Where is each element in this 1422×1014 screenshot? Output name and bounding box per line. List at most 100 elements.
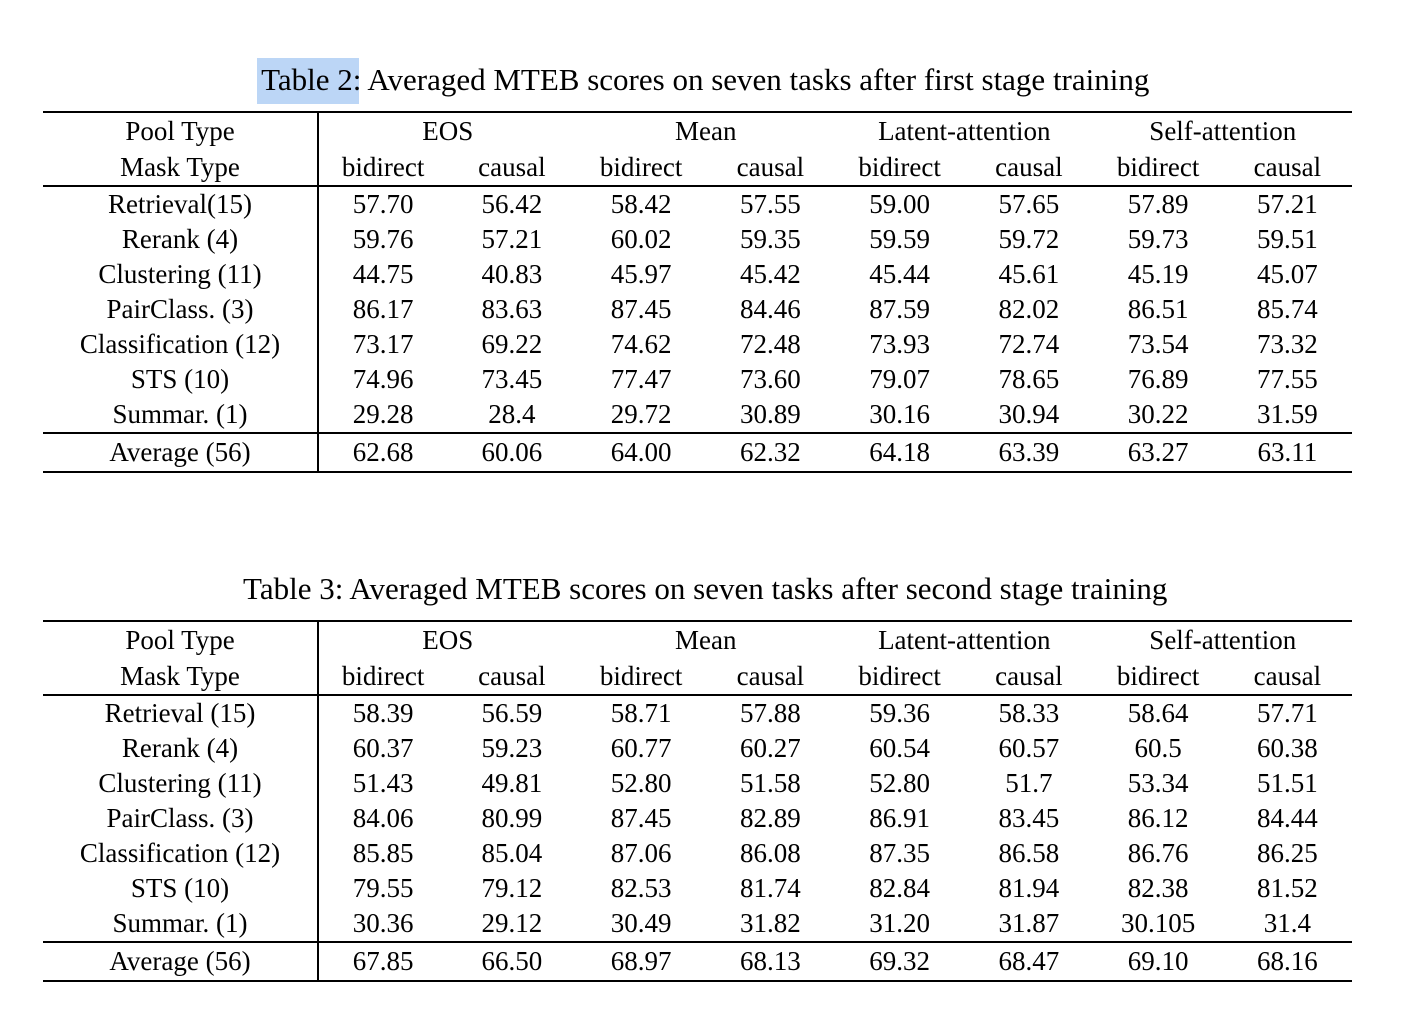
score-cell: 74.62 bbox=[610, 329, 672, 359]
score-cell: 57.71 bbox=[1257, 698, 1318, 728]
task-label: Rerank (4) bbox=[43, 731, 319, 766]
score-cell: 57.88 bbox=[740, 698, 801, 728]
score-cell: 30.16 bbox=[869, 399, 931, 429]
table-header: Pool Type EOS Mean Latent-attention Self-att… bbox=[43, 112, 1353, 187]
task-label: Average (56) bbox=[43, 941, 319, 981]
score-cell: 31.82 bbox=[740, 908, 801, 938]
mask-subcolumn-header: causal bbox=[447, 658, 577, 696]
score-cell: 60.54 bbox=[869, 733, 931, 763]
score-cell: 60.27 bbox=[740, 733, 801, 763]
task-row: Clustering (11) 51.43 49.81 52.80 51.58 52.80… bbox=[43, 766, 1352, 801]
task-label: Retrieval(15) bbox=[43, 186, 319, 222]
mask-subcolumn-header: causal bbox=[964, 149, 1094, 187]
mask-subcolumn-header: causal bbox=[1222, 149, 1353, 187]
score-cell: 57.65 bbox=[998, 189, 1060, 219]
task-label: Average (56) bbox=[43, 432, 319, 472]
score-cell: 78.65 bbox=[998, 364, 1060, 394]
mask-subcolumn-header: bidirect bbox=[318, 149, 448, 187]
score-cell: 66.50 bbox=[447, 941, 577, 981]
score-cell: 82.02 bbox=[998, 294, 1060, 324]
score-cell: 63.11 bbox=[1222, 432, 1353, 472]
score-cell: 60.06 bbox=[447, 432, 577, 472]
mask-type-header: Mask Type bbox=[43, 149, 319, 187]
score-cell: 74.96 bbox=[352, 364, 414, 394]
score-cell: 60.77 bbox=[610, 733, 672, 763]
score-cell: 59.72 bbox=[998, 224, 1060, 254]
score-cell: 59.51 bbox=[1257, 224, 1318, 254]
score-cell: 60.38 bbox=[1257, 733, 1318, 763]
table-3-caption-label: Table 3 bbox=[243, 571, 335, 606]
score-cell: 85.04 bbox=[481, 838, 543, 868]
score-cell: 68.16 bbox=[1222, 941, 1353, 981]
score-cell: 30.105 bbox=[1121, 908, 1196, 938]
task-row: Rerank (4) 60.37 59.23 60.77 60.27 60.54 60.57… bbox=[43, 731, 1352, 766]
average-row: Average (56) 67.85 66.50 68.97 68.13 69.32 68.… bbox=[43, 941, 1353, 981]
score-cell: 73.17 bbox=[352, 329, 414, 359]
score-cell: 59.59 bbox=[869, 224, 931, 254]
score-cell: 86.76 bbox=[1127, 838, 1189, 868]
score-cell: 81.74 bbox=[740, 873, 801, 903]
score-cell: 86.51 bbox=[1127, 294, 1189, 324]
score-cell: 82.38 bbox=[1127, 873, 1189, 903]
pool-type-header: Pool Type bbox=[43, 621, 319, 658]
score-cell: 28.4 bbox=[488, 399, 536, 429]
mteb-table-stage1: Pool Type EOS Mean Latent-attention Self-att… bbox=[43, 111, 1353, 473]
score-cell: 49.81 bbox=[481, 768, 543, 798]
score-cell: 64.00 bbox=[576, 432, 706, 472]
score-cell: 59.00 bbox=[869, 189, 931, 219]
score-cell: 62.68 bbox=[318, 432, 448, 472]
score-cell: 59.35 bbox=[740, 224, 801, 254]
mask-subcolumn-header: causal bbox=[705, 149, 836, 187]
score-cell: 29.28 bbox=[352, 399, 414, 429]
score-cell: 86.08 bbox=[740, 838, 801, 868]
mask-subcolumn-header: bidirect bbox=[835, 149, 965, 187]
mask-type-header: Mask Type bbox=[43, 658, 319, 696]
score-cell: 82.89 bbox=[740, 803, 801, 833]
score-cell: 29.12 bbox=[481, 908, 543, 938]
task-label: Classification (12) bbox=[43, 327, 319, 362]
score-cell: 73.45 bbox=[481, 364, 543, 394]
task-label: Clustering (11) bbox=[43, 257, 319, 292]
score-cell: 83.63 bbox=[481, 294, 543, 324]
score-cell: 45.44 bbox=[869, 259, 931, 289]
score-cell: 85.85 bbox=[352, 838, 414, 868]
task-row: STS (10) 79.55 79.12 82.53 81.74 82.84 81.94 82… bbox=[43, 871, 1352, 906]
score-cell: 84.46 bbox=[740, 294, 801, 324]
task-row: Summar. (1) 30.36 29.12 30.49 31.82 31.20 31.8… bbox=[43, 906, 1352, 942]
task-label: Classification (12) bbox=[43, 836, 319, 871]
score-cell: 59.23 bbox=[481, 733, 543, 763]
score-cell: 62.32 bbox=[705, 432, 836, 472]
task-label: Summar. (1) bbox=[43, 397, 319, 433]
score-cell: 57.89 bbox=[1127, 189, 1189, 219]
task-row: Classification (12) 73.17 69.22 74.62 72.48 7… bbox=[43, 327, 1352, 362]
score-cell: 79.12 bbox=[481, 873, 543, 903]
score-cell: 58.71 bbox=[610, 698, 672, 728]
table-3-caption-text: : Averaged MTEB scores on seven tasks af… bbox=[334, 571, 1168, 606]
task-row: Rerank (4) 59.76 57.21 60.02 59.35 59.59 59.72… bbox=[43, 222, 1352, 257]
score-cell: 60.57 bbox=[998, 733, 1060, 763]
pool-type-row: Pool Type EOS Mean Latent-attention Self-att… bbox=[43, 112, 1352, 149]
score-cell: 86.58 bbox=[998, 838, 1060, 868]
mask-type-row: Mask Type bidirect causal bidirect causal bid… bbox=[43, 149, 1353, 187]
task-label: Summar. (1) bbox=[43, 906, 319, 942]
score-cell: 60.5 bbox=[1134, 733, 1182, 763]
pool-group-header: Mean bbox=[675, 624, 737, 655]
score-cell: 69.32 bbox=[835, 941, 965, 981]
score-cell: 60.02 bbox=[610, 224, 672, 254]
score-cell: 87.45 bbox=[610, 294, 672, 324]
table-3-caption: Table 3: Averaged MTEB scores on seven t… bbox=[0, 529, 1395, 609]
score-cell: 45.97 bbox=[610, 259, 672, 289]
score-cell: 56.42 bbox=[481, 189, 543, 219]
score-cell: 63.39 bbox=[964, 432, 1094, 472]
score-cell: 81.52 bbox=[1257, 873, 1318, 903]
score-cell: 64.18 bbox=[835, 432, 965, 472]
table-header: Pool Type EOS Mean Latent-attention Self-att… bbox=[43, 621, 1353, 696]
score-cell: 31.4 bbox=[1263, 908, 1312, 938]
pool-type-row: Pool Type EOS Mean Latent-attention Self-att… bbox=[43, 621, 1352, 658]
task-row: Retrieval(15) 57.70 56.42 58.42 57.55 59.00 57… bbox=[43, 186, 1352, 222]
mask-subcolumn-header: causal bbox=[447, 149, 577, 187]
task-row: Clustering (11) 44.75 40.83 45.97 45.42 45.44… bbox=[43, 257, 1352, 292]
score-cell: 80.99 bbox=[481, 803, 543, 833]
score-cell: 31.20 bbox=[869, 908, 931, 938]
task-label: Clustering (11) bbox=[43, 766, 319, 801]
